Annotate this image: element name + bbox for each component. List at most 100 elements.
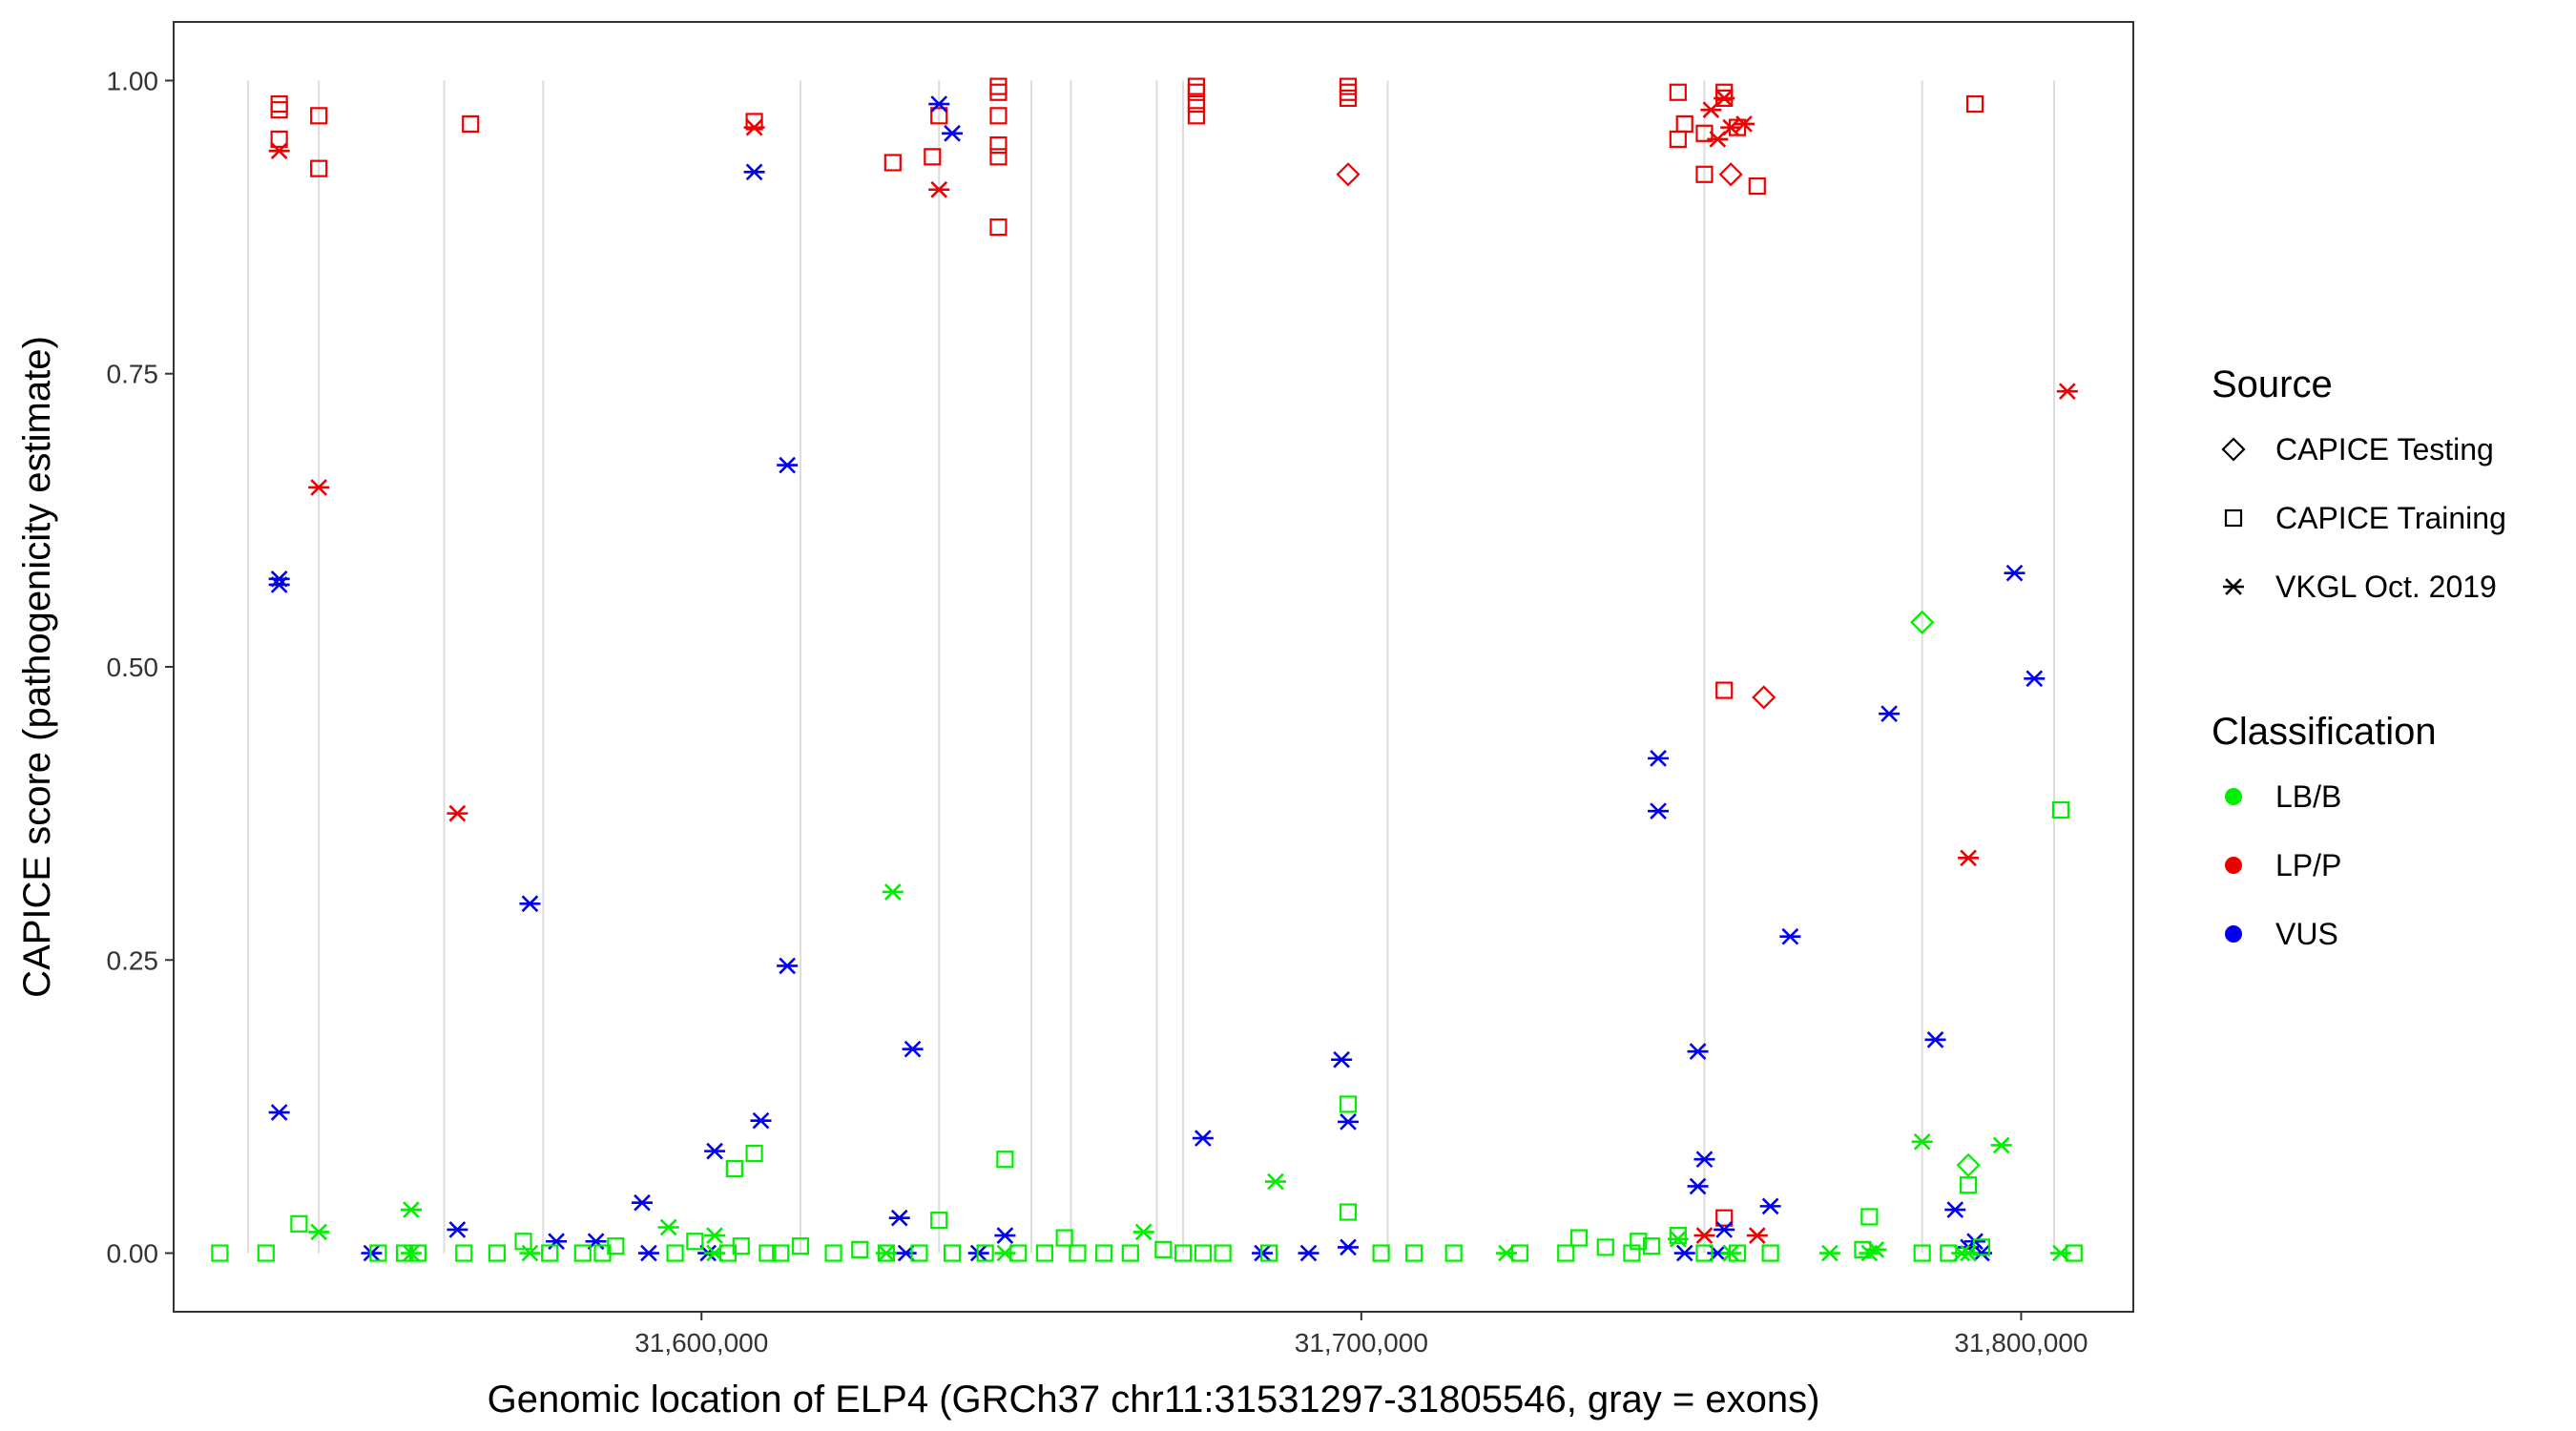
legend-label-lbb: LB/B	[2275, 779, 2341, 814]
y-axis: 0.00 0.25 0.50 0.75 1.00	[107, 66, 174, 1269]
point-training-lbb	[910, 1244, 928, 1262]
point-vkgl-vus	[1687, 1177, 1709, 1195]
point-vkgl-lbb	[882, 883, 904, 901]
point-vkgl-vus	[2024, 670, 2046, 688]
point-testing-lpp	[1336, 162, 1361, 187]
exon-lines	[247, 80, 2056, 1254]
point-training-lbb	[1405, 1244, 1423, 1262]
point-training-lpp	[930, 107, 948, 125]
point-training-lbb	[996, 1151, 1014, 1169]
point-training-lbb	[725, 1159, 743, 1178]
legend-key-training	[2224, 508, 2243, 528]
point-training-lbb	[2065, 1244, 2083, 1262]
legend-key-vus	[2225, 925, 2242, 943]
point-training-lpp	[1187, 94, 1206, 114]
legend-source-title: Source	[2212, 363, 2333, 405]
point-vkgl-lbb	[1132, 1223, 1154, 1241]
point-vkgl-lpp	[268, 142, 290, 160]
point-training-lbb	[1055, 1229, 1073, 1247]
legend: Source CAPICE Testing CAPICE Training VKGL…	[2212, 363, 2506, 951]
point-training-lbb	[1695, 1244, 1714, 1262]
point-vkgl-vus	[928, 95, 950, 113]
point-testing-lpp	[1718, 162, 1743, 187]
point-training-lpp	[1187, 77, 1206, 95]
point-training-lbb	[1035, 1244, 1053, 1262]
point-vkgl-vus	[1759, 1197, 1781, 1215]
point-vkgl-lbb	[308, 1223, 330, 1241]
point-vkgl-vus	[1648, 750, 1670, 767]
point-training-lbb	[1154, 1240, 1173, 1258]
point-training-lbb	[395, 1244, 414, 1262]
point-training-lbb	[573, 1244, 592, 1262]
point-vkgl-lpp	[928, 180, 950, 198]
point-training-lpp	[883, 154, 902, 172]
point-vkgl-vus	[1192, 1130, 1214, 1147]
point-training-lpp	[924, 148, 942, 166]
point-training-lbb	[1372, 1244, 1390, 1262]
point-vkgl-lbb	[1911, 1132, 1933, 1151]
point-training-lbb	[877, 1244, 896, 1262]
point-vkgl-vus	[902, 1040, 924, 1058]
point-vkgl-vus	[1673, 1244, 1695, 1262]
point-vkgl-vus	[777, 957, 799, 975]
legend-label-vkgl: VKGL Oct. 2019	[2275, 570, 2497, 604]
point-training-lbb	[686, 1233, 704, 1251]
y-tick-label: 0.75	[107, 360, 159, 389]
point-training-lbb	[1174, 1244, 1193, 1262]
point-training-lbb	[1121, 1244, 1139, 1262]
point-training-lbb	[2051, 800, 2070, 819]
point-training-lbb	[541, 1244, 559, 1262]
point-training-lbb	[1259, 1244, 1278, 1262]
point-training-lpp	[270, 101, 288, 119]
point-training-lbb	[1860, 1208, 1879, 1226]
plot-background	[174, 22, 2133, 1312]
point-vkgl-lpp	[1746, 1227, 1768, 1244]
x-tick-label: 31,800,000	[1954, 1328, 2088, 1358]
point-vkgl-vus	[2004, 564, 2025, 582]
point-training-lpp	[1339, 89, 1358, 107]
point-training-lbb	[1009, 1244, 1028, 1262]
data-points	[211, 77, 2083, 1262]
point-vkgl-vus	[637, 1244, 659, 1262]
point-training-lbb	[772, 1244, 790, 1262]
point-training-lbb	[607, 1237, 625, 1255]
point-training-lbb	[666, 1244, 684, 1262]
point-vkgl-vus	[777, 456, 799, 474]
point-training-lpp	[745, 113, 763, 131]
point-vkgl-vus	[519, 895, 541, 913]
point-vkgl-vus	[1879, 705, 1901, 723]
point-vkgl-vus	[942, 124, 964, 142]
point-training-lbb	[1940, 1244, 1958, 1262]
point-vkgl-lpp	[1707, 131, 1729, 148]
y-tick-label: 0.25	[107, 945, 159, 975]
point-training-lbb	[514, 1233, 532, 1251]
y-tick-label: 1.00	[107, 66, 159, 95]
point-vkgl-vus	[268, 1104, 290, 1121]
point-vkgl-vus	[1693, 1151, 1715, 1169]
legend-key-lpp	[2225, 857, 2242, 874]
point-vkgl-lbb	[704, 1227, 726, 1244]
point-training-lbb	[1643, 1237, 1661, 1255]
point-training-lbb	[943, 1244, 962, 1262]
point-training-lbb	[791, 1237, 810, 1255]
y-axis-title: CAPICE score (pathogenicity estimate)	[16, 336, 58, 998]
point-vkgl-vus	[1338, 1113, 1360, 1130]
point-training-lbb	[1194, 1244, 1212, 1262]
point-vkgl-vus	[1714, 1221, 1735, 1238]
point-vkgl-vus	[704, 1142, 726, 1160]
legend-key-testing	[2221, 437, 2246, 462]
point-vkgl-vus	[1331, 1050, 1353, 1068]
point-testing-lbb	[1956, 1152, 1981, 1177]
point-training-lbb	[745, 1144, 763, 1163]
point-training-lbb	[290, 1214, 308, 1233]
point-vkgl-vus	[632, 1193, 654, 1212]
point-training-lbb	[1854, 1240, 1872, 1258]
point-vkgl-vus	[268, 576, 290, 593]
point-vkgl-vus	[750, 1111, 772, 1130]
legend-label-training: CAPICE Training	[2275, 501, 2506, 535]
point-vkgl-lpp	[447, 804, 468, 822]
point-vkgl-lbb	[400, 1201, 422, 1218]
point-vkgl-vus	[743, 163, 765, 181]
point-training-lpp	[1669, 83, 1687, 101]
point-training-lpp	[989, 135, 1008, 155]
